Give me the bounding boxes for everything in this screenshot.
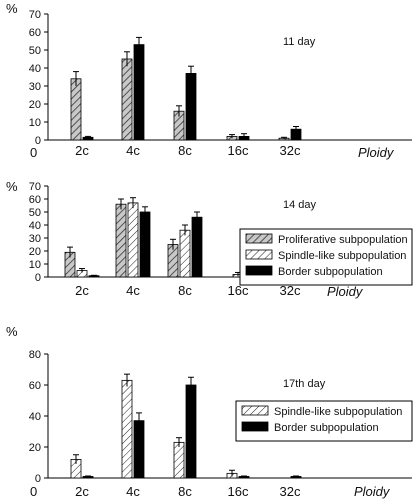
x-tick-label: 8c: [178, 283, 192, 298]
y-tick-label: 60: [29, 380, 41, 392]
bar-border-8c: [185, 73, 197, 141]
bar-border-8c: [191, 216, 203, 278]
x-tick-label: 32c: [280, 283, 301, 298]
panel-11-day-plot: 0 10 20 30 40 50 60 70 2c 4c 8c 16c 32c: [29, 9, 412, 158]
bar-spindle-4c: [121, 379, 133, 479]
y-tick-label: 20: [29, 99, 41, 111]
y-tick-label: 70: [29, 181, 41, 193]
y-tick-label: 30: [29, 81, 41, 93]
legend-swatch-border: [241, 421, 269, 432]
legend-swatch-spindle: [241, 405, 269, 416]
y-tick-label: 20: [29, 246, 41, 258]
panel-17th-day-annotation: 17th day: [283, 378, 326, 390]
legend-label-border: Border subpopulation: [278, 266, 383, 278]
y-tick-label: 80: [29, 349, 41, 361]
panel-17th-day-xlabel: Ploidy: [354, 484, 391, 499]
panel-17th-day-plot: 0 20 40 60 80 2c 4c 8c 16c 32c: [29, 349, 412, 499]
bar-border-4c: [133, 420, 145, 479]
x-tick-label: 8c: [178, 484, 192, 499]
bar-proliferative-4c: [115, 203, 127, 278]
x-tick-label: 4c: [126, 143, 140, 158]
y-tick-label: 0: [35, 473, 41, 485]
x-tick-label: 32c: [280, 484, 301, 499]
bar-border-8c: [185, 384, 197, 479]
x-tick-label: 16c: [228, 484, 249, 499]
y-tick-label: 10: [29, 259, 41, 271]
x-tick-label: 2c: [75, 143, 89, 158]
legend-swatch-proliferative: [245, 233, 273, 244]
x-tick-label: 2c: [75, 484, 89, 499]
panel-17th-day-ylabel: %: [6, 324, 18, 339]
legend-label-border: Border subpopulation: [274, 422, 379, 434]
bar-border-4c: [133, 44, 145, 141]
legend-label-spindle: Spindle-like subpopulation: [278, 250, 406, 262]
y-tick-label: 30: [29, 233, 41, 245]
bar-proliferative-2c: [70, 78, 82, 141]
legend-label-proliferative: Proliferative subpopulation: [278, 234, 408, 246]
x-tick-label: 16c: [228, 143, 249, 158]
y-tick-label: 50: [29, 45, 41, 57]
x-tick-label: 16c: [228, 283, 249, 298]
panel-11-day: % 11 day Ploidy 0 0 10 20 30 40 50 60 70 2c 4c 8c 1…: [6, 1, 412, 160]
y-tick-label: 0: [35, 135, 41, 147]
y-tick-label: 50: [29, 207, 41, 219]
y-tick-label: 60: [29, 194, 41, 206]
legend-swatch-border: [245, 265, 273, 276]
panel-17th-day: % 17th day Ploidy 0 0 20 40 60 80 2c 4c 8c 16c 32…: [6, 324, 413, 499]
y-tick-label: 40: [29, 63, 41, 75]
x-tick-label: 32c: [280, 143, 301, 158]
bar-spindle-8c: [173, 441, 185, 479]
bar-border-4c: [139, 211, 151, 278]
panel-17th-day-x-origin: 0: [30, 484, 37, 499]
bar-proliferative-4c: [121, 58, 133, 141]
panel-17th-day-legend: Spindle-like subpopulation Border subpopu…: [235, 400, 413, 442]
panel-14-day-legend: Proliferative subpopulation Spindle-like …: [239, 228, 413, 286]
legend-label-spindle: Spindle-like subpopulation: [274, 406, 402, 418]
y-tick-label: 0: [35, 272, 41, 284]
y-tick-label: 20: [29, 442, 41, 454]
bar-spindle-8c: [179, 229, 191, 278]
panel-14-day-xlabel: Ploidy: [327, 284, 364, 299]
x-tick-label: 4c: [126, 283, 140, 298]
panel-11-day-annotation: 11 day: [283, 36, 316, 48]
y-tick-label: 60: [29, 27, 41, 39]
bar-spindle-4c: [127, 202, 139, 278]
panel-11-day-xlabel: Ploidy: [358, 145, 395, 160]
x-tick-label: 2c: [75, 283, 89, 298]
panel-11-day-ylabel: %: [6, 1, 18, 16]
y-tick-label: 40: [29, 220, 41, 232]
x-tick-label: 4c: [126, 484, 140, 499]
legend-swatch-spindle: [245, 249, 273, 260]
y-tick-label: 40: [29, 411, 41, 423]
panel-11-day-x-origin: 0: [30, 145, 37, 160]
panel-14-day-ylabel: %: [6, 179, 18, 194]
y-tick-label: 70: [29, 9, 41, 21]
y-tick-label: 10: [29, 117, 41, 129]
panel-14-day-annotation: 14 day: [283, 199, 317, 211]
x-tick-label: 8c: [178, 143, 192, 158]
